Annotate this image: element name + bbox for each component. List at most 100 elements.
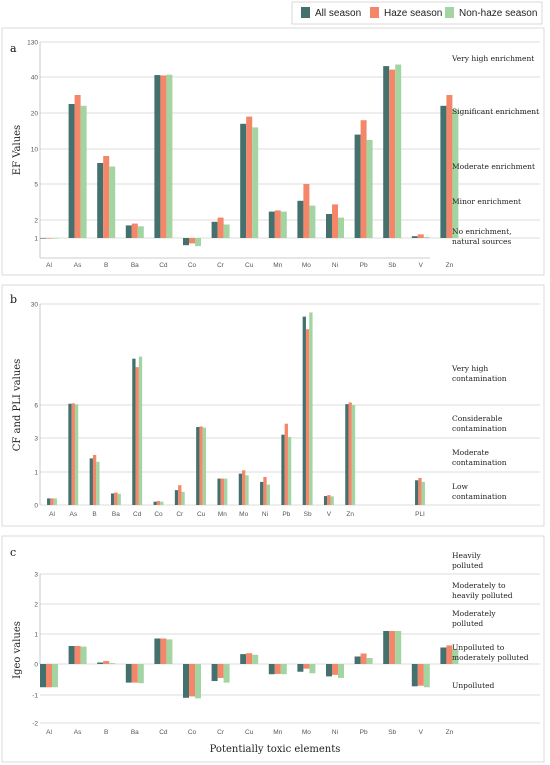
panel-c-bar-sb-0 [383, 631, 390, 664]
panel-a-y-tick-label: 40 [31, 74, 39, 81]
panel-b-zone-label-line: contamination [452, 458, 507, 467]
panel-b-y-tick-label: 3 [34, 435, 38, 442]
panel-c-y-tick-label: 1 [34, 631, 38, 638]
panel-b-x-tick-label: Ni [262, 511, 268, 518]
panel-b-bar-al-1 [50, 498, 54, 505]
panel-b-bar-b-1 [92, 455, 97, 505]
panel-c-bar-pb-0 [354, 656, 361, 664]
panel-b-bar-al-0 [47, 498, 51, 505]
panel-c-bar-v-0 [411, 664, 418, 687]
panel-c-x-tick-label: V [419, 729, 424, 736]
panel-b-x-tick-label: As [70, 511, 78, 518]
panel-c-bar-al-0 [40, 664, 46, 688]
panel-b-y-tick-label: 1 [34, 469, 38, 476]
panel-a-x-tick-label: Co [188, 262, 197, 269]
panel-c-x-tick-label: Zn [446, 729, 454, 736]
panel-a-bar-ni-2 [338, 217, 344, 238]
panel-a-zone-label-line: Moderate enrichment [452, 162, 535, 171]
panel-a-x-tick-label: Mn [273, 262, 282, 269]
panel-a-zone-label-line: natural sources [452, 237, 511, 246]
panel-c-bar-sb-1 [389, 631, 396, 664]
panel-b-y-tick-label: 6 [34, 402, 38, 409]
panel-c-y-axis-label: Igeo values [12, 621, 23, 679]
panel-a-x-tick-label: Cd [159, 262, 168, 269]
panel-c-bar-cr-0 [211, 664, 218, 682]
panel-a-x-tick-label: Mo [302, 262, 311, 269]
panel-a-bar-as-0 [68, 104, 75, 238]
panel-a-bar-ba-2 [137, 226, 144, 238]
legend-label-all: All season [315, 8, 361, 19]
panel-c-x-tick-label: Co [188, 729, 197, 736]
panel-a-bar-pb-1 [360, 120, 367, 238]
panel-a-bar-cd-1 [160, 75, 167, 238]
panel-a-bar-mo-1 [303, 184, 310, 238]
panel-b-bar-b-0 [89, 458, 93, 505]
panel-b-zone-label-line: Very high [451, 364, 488, 373]
panel-c-x-tick-label: Cd [159, 729, 168, 736]
panel-c-bar-mn-0 [268, 664, 275, 675]
panel-b-bar-sb-0 [302, 316, 306, 506]
panel-b-bar-cu-2 [202, 427, 207, 505]
panel-a-y-tick-label: 20 [31, 110, 39, 117]
panel-b-zone-label-line: contamination [452, 424, 507, 433]
panel-c-bar-mo-2 [309, 664, 316, 674]
panel-a-zone-label-line: No enrichment, [452, 227, 512, 236]
panel-b-x-tick-label: V [327, 511, 332, 518]
panel-a-letter: a [10, 42, 17, 55]
panel-c-zone-label: Moderately polluted [452, 609, 496, 628]
panel-b-bar-al-2 [53, 498, 57, 505]
panel-b-bar-cd-2 [138, 356, 143, 505]
legend-label-haze: Haze season [384, 8, 442, 19]
panel-c-zone-label-line: Moderately [452, 609, 496, 618]
panel-c-bar-cd-0 [154, 638, 161, 664]
panel-b-bar-mo-0 [238, 473, 243, 505]
panel-b-x-tick-label: Ba [112, 511, 120, 518]
panel-b-bar-pli-2 [421, 481, 425, 505]
panel-b-y-tick-label: 30 [31, 301, 39, 308]
panel-b-x-tick-label: Pb [282, 511, 290, 518]
panel-a-x-tick-label: Ba [131, 262, 139, 269]
panel-c-bar-al-2 [52, 664, 58, 688]
panel-a-bar-al-2 [52, 238, 58, 239]
panel-c-bar-cu-2 [252, 654, 259, 664]
panel-b-x-tick-label: PLI [415, 511, 425, 518]
panel-b-bar-mn-2 [224, 478, 228, 505]
panel-b-x-tick-label: Mn [218, 511, 227, 518]
panel-b-bar-co-0 [153, 501, 157, 505]
panel-c-x-tick-label: Pb [360, 729, 368, 736]
panel-b-bar-pli-0 [415, 480, 419, 505]
panel-c-bar-cu-1 [246, 653, 253, 664]
panel-b-zone-label-line: Considerable [452, 414, 503, 423]
panel-b-x-tick-label: Sb [304, 511, 312, 518]
panel-b-bar-cd-0 [132, 358, 136, 505]
panel-b-bar-as-2 [74, 404, 79, 505]
panel-c-bar-v-2 [423, 664, 430, 688]
panel-a-zone-label: Very high enrichment [451, 54, 534, 63]
panel-c-zone-label: Heavily polluted [452, 551, 483, 570]
panel-b-bar-cd-1 [135, 367, 139, 506]
panel-a-bar-mo-0 [297, 200, 304, 238]
panel-a-bar-cr-1 [217, 217, 224, 238]
panel-c-bar-ba-2 [137, 664, 144, 684]
panel-b-bar-cu-0 [196, 427, 200, 505]
panel-c-bar-zn-0 [440, 647, 447, 664]
panel-c-bar-cu-0 [240, 654, 247, 664]
panel-b-bar-cr-0 [174, 490, 179, 505]
panel-b-bar-pb-0 [281, 434, 285, 505]
panel-b-bar-cu-1 [199, 426, 203, 505]
panel-a-bar-b-2 [109, 166, 116, 238]
panel-c-zone-label-line: polluted [452, 619, 483, 628]
panel-c-bar-cd-2 [166, 639, 173, 664]
panel-a-bar-al-0 [40, 238, 46, 239]
panel-b-zone-label-line: contamination [452, 374, 507, 383]
panel-a-x-tick-label: V [419, 262, 424, 269]
panel-c-x-tick-label: Mn [273, 729, 282, 736]
panel-a-bar-cu-1 [246, 116, 253, 238]
panel-a-bar-as-1 [74, 95, 81, 238]
panel-a-frame [1, 27, 545, 276]
panel-b-bar-co-1 [156, 501, 161, 505]
panel-a-bar-cd-0 [154, 75, 161, 238]
legend-swatch-all [301, 7, 310, 18]
panel-a-bar-al-1 [46, 238, 52, 239]
